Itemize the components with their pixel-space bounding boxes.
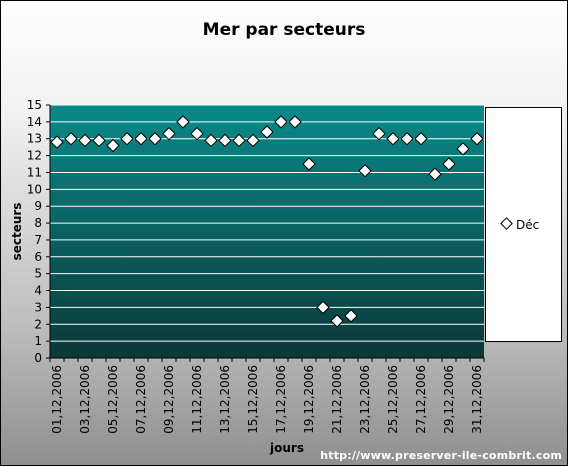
data-point <box>78 133 92 148</box>
data-point <box>358 164 372 178</box>
y-tick-label: 13 <box>27 132 42 146</box>
data-point <box>456 142 470 156</box>
x-tick-label: 03,12,2006 <box>78 365 92 434</box>
x-tick-label: 07,12,2006 <box>134 365 148 434</box>
x-tick-label: 19,12,2006 <box>302 365 316 434</box>
x-tick-label: 09,12,2006 <box>162 365 176 434</box>
data-point <box>50 135 64 149</box>
data-point <box>204 133 218 148</box>
data-point <box>176 115 190 129</box>
y-axis-title: secteurs <box>10 203 24 261</box>
data-point <box>316 300 330 315</box>
legend-label: Déc <box>516 218 540 232</box>
y-tick-label: 11 <box>27 165 42 179</box>
y-tick-label: 15 <box>27 98 42 112</box>
y-tick-label: 6 <box>34 250 42 264</box>
x-tick-label: 29,12,2006 <box>442 365 456 434</box>
y-tick-label: 10 <box>27 182 42 196</box>
y-tick-label: 4 <box>34 284 42 298</box>
legend-marker-icon <box>500 217 513 230</box>
x-tick-label: 21,12,2006 <box>330 365 344 434</box>
data-point <box>190 126 204 141</box>
data-point <box>134 132 148 146</box>
y-tick-label: 9 <box>34 199 42 213</box>
y-tick-label: 2 <box>34 317 42 331</box>
data-point <box>442 157 456 171</box>
x-tick-label: 23,12,2006 <box>358 365 372 434</box>
data-point <box>120 132 134 146</box>
data-point <box>246 133 260 148</box>
x-tick-label: 25,12,2006 <box>386 365 400 434</box>
footer-url: http://www.preserver-ile-combrit.com <box>320 449 562 462</box>
data-point <box>162 126 176 141</box>
x-tick-label: 17,12,2006 <box>274 365 288 434</box>
data-point <box>64 132 78 146</box>
x-tick-label: 27,12,2006 <box>414 365 428 434</box>
data-point <box>470 132 484 146</box>
x-tick-label: 11,12,2006 <box>190 365 204 434</box>
y-tick-label: 0 <box>34 351 42 365</box>
legend: Déc <box>485 107 562 342</box>
chart-title: Mer par secteurs <box>202 20 366 40</box>
data-point <box>148 132 162 146</box>
data-point <box>218 133 232 148</box>
data-point <box>274 115 288 129</box>
x-tick-label: 05,12,2006 <box>106 365 120 434</box>
data-point <box>288 115 302 129</box>
data-point <box>386 132 400 146</box>
x-tick-label: 15,12,2006 <box>246 365 260 434</box>
data-point <box>428 167 442 181</box>
y-tick-label: 7 <box>34 233 42 247</box>
data-point <box>92 133 106 148</box>
data-point <box>372 126 386 141</box>
y-tick-label: 3 <box>34 300 42 314</box>
x-tick-label: 13,12,2006 <box>218 365 232 434</box>
y-tick-label: 8 <box>34 216 42 230</box>
x-axis-title: jours <box>269 441 304 455</box>
data-point <box>330 314 344 328</box>
data-point <box>106 138 120 153</box>
y-tick-label: 1 <box>34 334 42 348</box>
data-point <box>400 132 414 146</box>
legend-entry: Déc <box>500 217 540 232</box>
data-point <box>302 157 316 171</box>
y-tick-label: 5 <box>34 267 42 281</box>
data-point <box>260 125 274 139</box>
data-point <box>414 132 428 146</box>
y-tick-label: 12 <box>27 149 42 163</box>
x-tick-label: 01,12,2006 <box>50 365 64 434</box>
data-point <box>232 133 246 148</box>
x-tick-label: 31,12,2006 <box>470 365 484 434</box>
data-point <box>344 309 358 323</box>
y-tick-label: 14 <box>27 115 42 129</box>
plot-background <box>50 105 484 358</box>
